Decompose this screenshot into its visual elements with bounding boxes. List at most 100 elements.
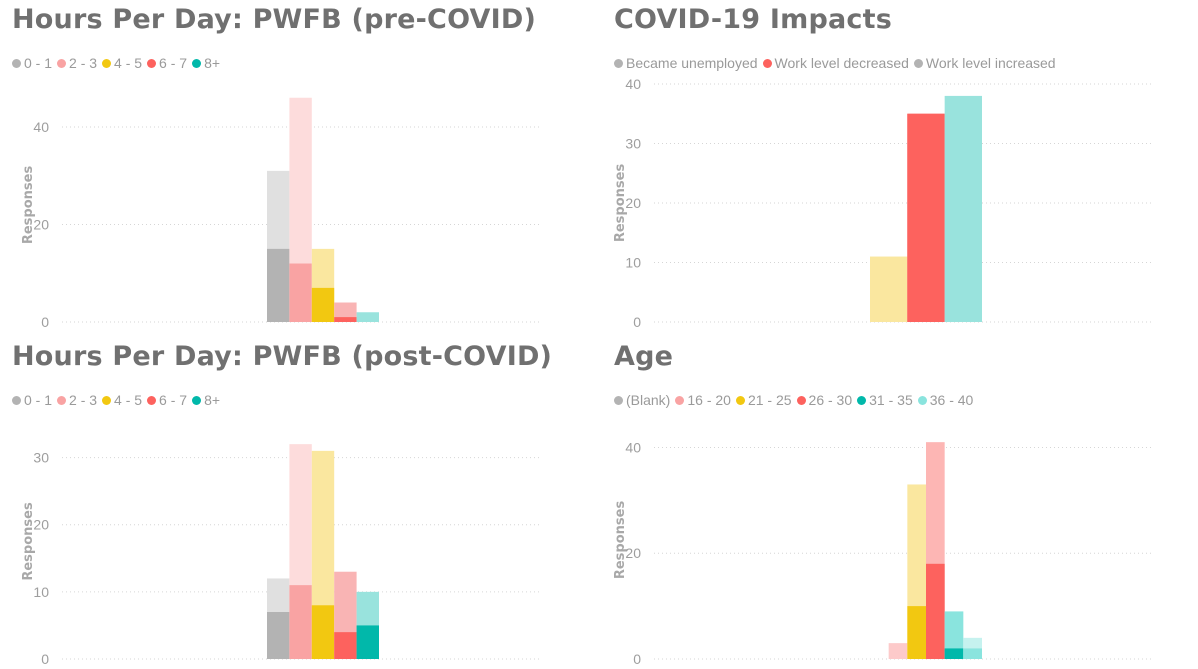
bar-highlight xyxy=(926,563,945,659)
y-tick-label: 20 xyxy=(625,195,641,211)
legend-label: (Blank) xyxy=(626,392,671,408)
chart-plot[interactable]: Responses 0 20 40 xyxy=(613,341,1198,669)
legend-dot-icon xyxy=(735,395,745,405)
legend-item[interactable]: (Blank) xyxy=(614,392,670,408)
bar-highlight xyxy=(311,605,335,659)
legend-item[interactable]: 0 - 1 xyxy=(12,392,52,408)
legend-label: 2 - 3 xyxy=(69,55,98,71)
y-tick-label: 20 xyxy=(625,545,641,561)
legend-dot-icon xyxy=(796,395,806,405)
bar-highlight xyxy=(963,648,982,659)
chart-panel-impacts: COVID-19 Impacts Became unemployed Work l… xyxy=(613,4,1198,334)
legend-label: 0 - 1 xyxy=(24,55,53,71)
legend-dot-icon xyxy=(57,58,67,68)
chart-legend[interactable]: 0 - 1 2 - 3 4 - 5 6 - 7 8+ xyxy=(12,390,225,410)
legend-label: 8+ xyxy=(204,392,221,408)
legend-dot-icon xyxy=(917,395,927,405)
chart-legend[interactable]: (Blank) 16 - 20 21 - 25 26 - 30 31 - 35 36 - … xyxy=(614,390,978,410)
legend-item[interactable]: 8+ xyxy=(192,392,220,408)
legend-dot-icon xyxy=(57,395,67,405)
legend-dot-icon xyxy=(857,395,867,405)
bar-highlight xyxy=(356,625,379,659)
legend-label: 6 - 7 xyxy=(159,55,188,71)
bar-total xyxy=(944,95,982,323)
chart-title: COVID-19 Impacts xyxy=(614,4,892,35)
y-tick-label: 40 xyxy=(625,439,641,455)
y-axis-title: Responses xyxy=(613,164,628,243)
legend-label: 21 - 25 xyxy=(747,392,792,408)
legend-label: 4 - 5 xyxy=(114,55,143,71)
y-tick-label: 20 xyxy=(33,517,49,533)
legend-item[interactable]: 16 - 20 xyxy=(675,392,731,408)
chart-panel-age: Age (Blank) 16 - 20 21 - 25 26 - 30 31 - 35 3… xyxy=(613,341,1198,669)
legend-item[interactable]: Work level decreased xyxy=(762,55,909,71)
legend-item[interactable]: 6 - 7 xyxy=(147,55,187,71)
legend-dot-icon xyxy=(102,58,112,68)
legend-item[interactable]: 0 - 1 xyxy=(12,55,52,71)
y-tick-label: 40 xyxy=(33,119,49,135)
y-tick-label: 0 xyxy=(41,314,49,330)
bar-total xyxy=(888,643,908,659)
legend-label: 36 - 40 xyxy=(929,392,974,408)
chart-plot[interactable]: Responses 0 10 20 30 xyxy=(12,341,597,669)
y-tick-label: 10 xyxy=(33,584,49,600)
legend-item[interactable]: 4 - 5 xyxy=(102,392,142,408)
bar-highlight xyxy=(267,248,290,322)
legend-dot-icon xyxy=(614,58,623,68)
legend-dot-icon xyxy=(614,395,623,405)
y-tick-label: 0 xyxy=(633,651,641,667)
legend-label: 8+ xyxy=(204,55,221,71)
legend-label: 0 - 1 xyxy=(24,392,53,408)
chart-title: Hours Per Day: PWFB (pre-COVID) xyxy=(12,4,536,35)
legend-item[interactable]: 31 - 35 xyxy=(857,392,913,408)
legend-label: 16 - 20 xyxy=(687,392,731,408)
bar-highlight xyxy=(334,317,357,322)
legend-label: Work level decreased xyxy=(774,55,909,71)
y-axis-title: Responses xyxy=(21,502,36,581)
legend-label: 31 - 35 xyxy=(869,392,913,408)
legend-item[interactable]: 4 - 5 xyxy=(102,55,142,71)
legend-dot-icon xyxy=(12,395,21,405)
bar-highlight xyxy=(334,632,357,659)
legend-label: 6 - 7 xyxy=(159,392,188,408)
legend-item[interactable]: 8+ xyxy=(192,55,220,71)
legend-dot-icon xyxy=(192,58,202,68)
chart-legend[interactable]: 0 - 1 2 - 3 4 - 5 6 - 7 8+ xyxy=(12,53,225,73)
bar-total xyxy=(356,312,379,322)
legend-item[interactable]: 21 - 25 xyxy=(735,392,792,408)
legend-dot-icon xyxy=(762,58,772,68)
chart-legend[interactable]: Became unemployed Work level decreased Wor… xyxy=(614,53,1061,73)
bar-highlight xyxy=(267,612,290,659)
bar-highlight xyxy=(907,113,945,322)
chart-title: Age xyxy=(614,341,674,372)
bar-highlight xyxy=(289,263,312,322)
legend-label: Work level increased xyxy=(925,55,1056,71)
legend-item[interactable]: Work level increased xyxy=(913,55,1056,71)
y-tick-label: 40 xyxy=(625,76,641,92)
y-tick-label: 20 xyxy=(33,217,49,233)
legend-item[interactable]: 36 - 40 xyxy=(917,392,974,408)
chart-panel-post: Hours Per Day: PWFB (post-COVID) 0 - 1 2 … xyxy=(12,341,597,669)
chart-panel-pre: Hours Per Day: PWFB (pre-COVID) 0 - 1 2 -… xyxy=(12,4,597,334)
legend-item[interactable]: 26 - 30 xyxy=(796,392,853,408)
bar-highlight xyxy=(311,287,335,322)
bar-highlight xyxy=(907,606,926,659)
chart-plot[interactable]: Responses 0 10 20 30 40 xyxy=(613,4,1198,334)
y-tick-label: 30 xyxy=(625,136,641,152)
chart-plot[interactable]: Responses 0 20 40 xyxy=(12,4,597,334)
legend-dot-icon xyxy=(192,395,202,405)
legend-dot-icon xyxy=(12,58,21,68)
chart-title: Hours Per Day: PWFB (post-COVID) xyxy=(12,341,553,372)
y-tick-label: 30 xyxy=(33,450,49,466)
legend-item[interactable]: Became unemployed xyxy=(614,55,758,71)
legend-dot-icon xyxy=(913,58,923,68)
legend-item[interactable]: 6 - 7 xyxy=(147,392,187,408)
bar-highlight xyxy=(944,648,964,659)
y-tick-label: 0 xyxy=(41,651,49,667)
legend-label: 26 - 30 xyxy=(808,392,853,408)
legend-dot-icon xyxy=(675,395,685,405)
legend-item[interactable]: 2 - 3 xyxy=(57,392,97,408)
legend-item[interactable]: 2 - 3 xyxy=(57,55,97,71)
legend-label: Became unemployed xyxy=(626,55,758,71)
y-axis-title: Responses xyxy=(21,166,36,245)
